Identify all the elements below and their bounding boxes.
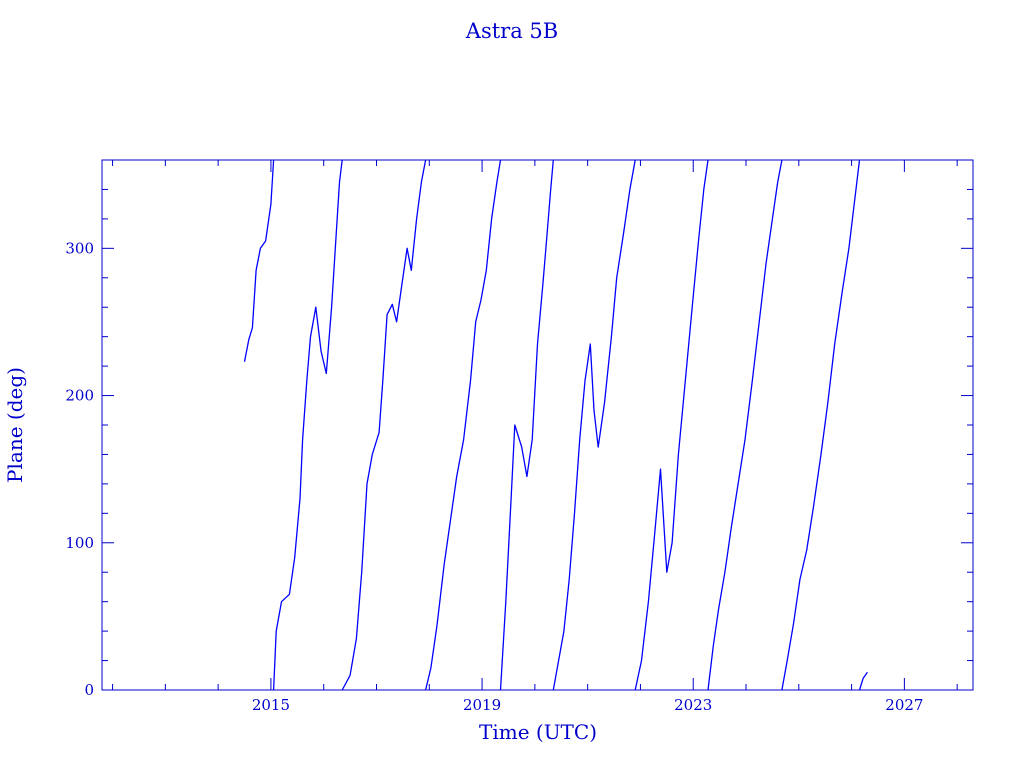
y-tick-label: 200 (65, 387, 94, 405)
y-tick-label: 300 (65, 239, 94, 257)
x-tick-label: 2019 (463, 696, 501, 714)
x-axis-label: Time (UTC) (479, 720, 597, 744)
x-tick-label: 2023 (674, 696, 712, 714)
series-group (243, 159, 868, 691)
y-tick-label: 0 (84, 681, 94, 699)
series-line (858, 671, 868, 691)
y-axis-label: Plane (deg) (3, 367, 27, 483)
series-line (341, 159, 427, 691)
series-line (707, 159, 783, 691)
y-tick-labels: 0 100 200 300 (65, 239, 94, 699)
chart-title: Astra 5B (465, 19, 558, 43)
y-tick-label: 100 (65, 534, 94, 552)
axis-ticks (102, 159, 973, 691)
series-line (499, 159, 554, 691)
series-line (781, 159, 861, 691)
x-tick-label: 2015 (252, 696, 290, 714)
plot-frame (101, 159, 974, 691)
x-tick-labels: 2015 2019 2023 2027 (252, 696, 924, 714)
series-line (243, 159, 275, 362)
series-line (634, 159, 709, 691)
series-line (552, 159, 636, 691)
x-tick-label: 2027 (885, 696, 923, 714)
series-line (272, 159, 343, 691)
series-line (424, 159, 502, 691)
plot-frame-rect (101, 159, 974, 691)
